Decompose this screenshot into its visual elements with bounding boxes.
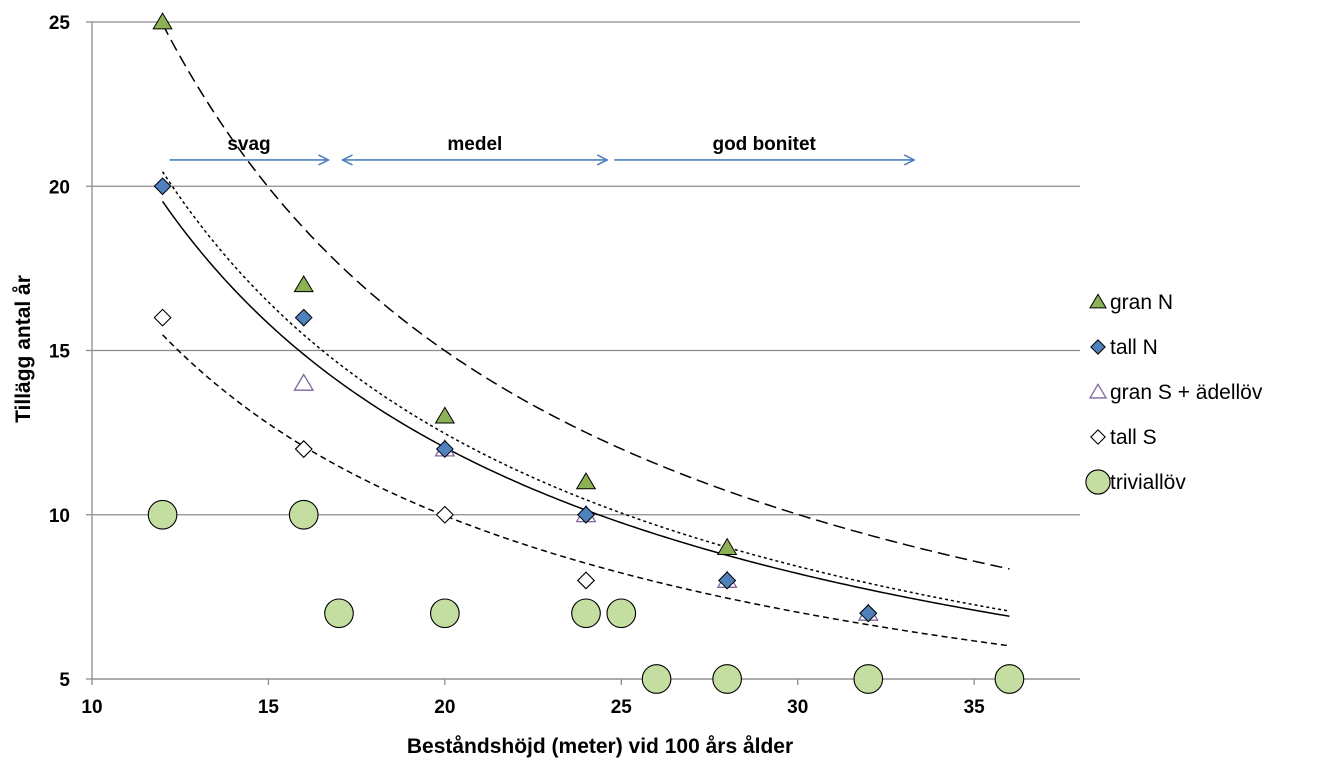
x-tick-label: 20 bbox=[434, 697, 455, 718]
bonitet-label-0: svag bbox=[227, 134, 270, 155]
bonitet-label-1: medel bbox=[447, 134, 502, 155]
x-tick-label: 30 bbox=[787, 697, 808, 718]
trendline-long-dash bbox=[161, 23, 1010, 570]
bonitet-annotations: svag medel god bonitet bbox=[169, 134, 915, 160]
data-point bbox=[994, 664, 1025, 694]
data-point bbox=[153, 177, 172, 196]
data-point bbox=[294, 308, 313, 327]
legend-label: tall S bbox=[1110, 426, 1157, 449]
data-point bbox=[576, 571, 596, 590]
data-point bbox=[577, 505, 595, 524]
data-points bbox=[147, 12, 1025, 694]
data-point bbox=[147, 499, 178, 530]
data-point bbox=[430, 598, 460, 629]
trendline-short-dash bbox=[161, 171, 1010, 612]
y-tick-label: 10 bbox=[49, 506, 70, 527]
x-tick-label: 15 bbox=[258, 697, 280, 718]
data-point bbox=[712, 664, 742, 694]
data-point bbox=[288, 499, 319, 530]
data-point bbox=[571, 598, 601, 629]
y-tick-label: 25 bbox=[49, 13, 71, 34]
trendlines bbox=[161, 23, 1010, 647]
y-tick-label: 5 bbox=[59, 670, 70, 691]
x-tick-label: 10 bbox=[81, 697, 102, 718]
trendline-solid bbox=[161, 201, 1010, 617]
axes: 5 10 15 20 25 10 15 20 25 30 35 bbox=[49, 13, 1080, 718]
data-point bbox=[293, 373, 315, 391]
data-point bbox=[435, 505, 454, 524]
legend-marker bbox=[1085, 469, 1111, 495]
data-point bbox=[434, 406, 456, 424]
legend-marker bbox=[1090, 339, 1106, 355]
y-tick-label: 15 bbox=[49, 342, 71, 363]
legend-label: gran N bbox=[1110, 291, 1173, 314]
data-point bbox=[641, 664, 672, 694]
bonitet-label-2: god bonitet bbox=[712, 134, 816, 155]
legend-marker bbox=[1089, 293, 1107, 309]
legend-label: triviallöv bbox=[1110, 471, 1186, 494]
data-point bbox=[152, 12, 173, 30]
data-point bbox=[294, 440, 313, 459]
data-point bbox=[859, 604, 878, 623]
x-tick-label: 35 bbox=[964, 697, 986, 718]
legend: gran N tall N gran S + ädellöv tall S trivia… bbox=[1085, 291, 1263, 495]
x-tick-label: 25 bbox=[611, 697, 633, 718]
legend-marker bbox=[1090, 429, 1106, 445]
data-point bbox=[153, 308, 172, 327]
legend-label: tall N bbox=[1110, 336, 1158, 359]
x-axis-title: Beståndshöjd (meter) vid 100 års ålder bbox=[407, 735, 793, 758]
data-point bbox=[293, 274, 314, 293]
legend-label: gran S + ädellöv bbox=[1110, 381, 1263, 404]
data-point bbox=[435, 440, 454, 459]
data-point bbox=[716, 537, 738, 555]
data-point bbox=[575, 472, 597, 490]
legend-marker bbox=[1088, 383, 1108, 399]
data-point bbox=[853, 664, 884, 694]
y-axis-title: Tillägg antal år bbox=[12, 275, 35, 423]
y-tick-label: 20 bbox=[49, 177, 70, 198]
data-point bbox=[324, 598, 354, 629]
data-point bbox=[718, 571, 737, 590]
data-point bbox=[606, 598, 637, 629]
